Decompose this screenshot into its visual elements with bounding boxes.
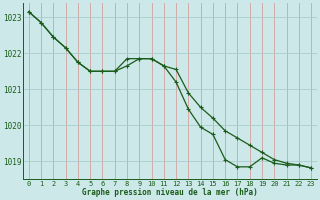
- X-axis label: Graphe pression niveau de la mer (hPa): Graphe pression niveau de la mer (hPa): [82, 188, 258, 197]
